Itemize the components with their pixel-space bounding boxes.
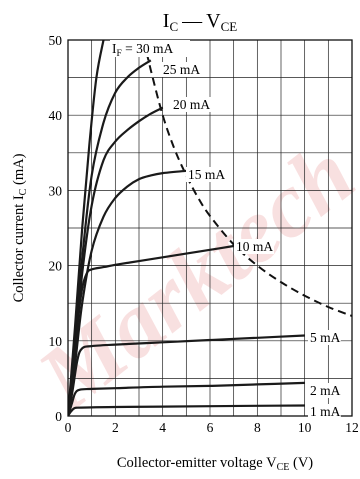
y-tick-label: 0 xyxy=(55,409,62,424)
series-label-bg xyxy=(161,62,201,77)
series-label-rest: = 30 mA xyxy=(122,41,174,56)
series-label-bg xyxy=(186,167,226,182)
plot-border xyxy=(67,39,353,417)
x-tick-label: 10 xyxy=(298,420,312,435)
series-label-bg xyxy=(171,97,211,112)
series-label-5: 5 mA xyxy=(308,330,341,345)
y-tick-label: 30 xyxy=(49,183,63,198)
series-label-main: 2 mA xyxy=(310,383,341,398)
series-label-1: 25 mA xyxy=(161,62,201,77)
x-axis-label: Collector-emitter voltage VCE (V) xyxy=(117,455,313,473)
series-curve-7 xyxy=(68,404,305,416)
x-tick-label: 12 xyxy=(345,420,359,435)
series-label-main: 15 mA xyxy=(188,167,225,182)
series-curve-6 xyxy=(68,381,305,416)
series-label-bg xyxy=(110,40,190,57)
series-curve-3 xyxy=(68,169,187,416)
series-label-text: 25 mA xyxy=(163,62,200,77)
y-tick-label: 10 xyxy=(49,334,63,349)
title-sub-ce: CE xyxy=(221,19,238,34)
chart-title: IC — VCE xyxy=(163,10,237,34)
series-label-main: 25 mA xyxy=(163,62,200,77)
y-axis-label-text: Collector current I xyxy=(11,195,27,302)
tick-labels: 0 2 4 6 8 10 12 0 10 20 30 40 50 xyxy=(49,33,359,435)
x-tick-label: 8 xyxy=(254,420,261,435)
x-axis-label-unit: (V) xyxy=(289,455,313,471)
x-axis-label-sub: CE xyxy=(277,462,290,473)
series-curve-0 xyxy=(68,40,105,416)
series-label-bg xyxy=(308,330,341,345)
series-label-2: 20 mA xyxy=(171,97,211,112)
series-label-bg xyxy=(308,404,341,419)
series-label-text: 1 mA xyxy=(310,404,341,419)
x-tick-label: 4 xyxy=(159,420,166,435)
series-label-3: 15 mA xyxy=(186,167,226,182)
series-label-sub: F xyxy=(117,49,122,59)
series-label-main: I xyxy=(112,41,117,56)
series-label-bg xyxy=(234,239,274,254)
y-tick-label: 20 xyxy=(49,259,63,274)
series-label-bg xyxy=(308,383,341,398)
series-label-6: 2 mA xyxy=(308,383,341,398)
series-label-7: 1 mA xyxy=(308,404,341,419)
x-tick-label: 6 xyxy=(207,420,214,435)
y-axis-label-sub: C xyxy=(18,188,29,195)
x-tick-label: 2 xyxy=(112,420,119,435)
dashed-limit-curve xyxy=(142,40,352,317)
series-labels: IF = 30 mA 25 mA 20 mA 15 mA 10 mA 5 mA 2 mA 1 … xyxy=(110,40,341,419)
x-tick-label: 0 xyxy=(65,420,72,435)
series-label-main: 10 mA xyxy=(236,239,273,254)
series-curve-5 xyxy=(68,334,305,416)
plot-frame xyxy=(67,39,353,417)
series-label-text: IF = 30 mA xyxy=(112,41,174,59)
series-label-text: 2 mA xyxy=(310,383,341,398)
x-axis-label-text: Collector-emitter voltage V xyxy=(117,455,277,471)
title-sub-c: C xyxy=(169,19,178,34)
series-label-4: 10 mA xyxy=(234,239,274,254)
title-dash: — xyxy=(181,10,203,32)
series-label-text: 20 mA xyxy=(173,97,210,112)
series-label-text: 15 mA xyxy=(188,167,225,182)
grid xyxy=(68,40,352,416)
y-tick-label: 50 xyxy=(49,33,63,48)
series-label-main: 20 mA xyxy=(173,97,210,112)
y-axis-label-unit: (mA) xyxy=(11,153,27,188)
series-label-main: 5 mA xyxy=(310,330,341,345)
series-label-text: 5 mA xyxy=(310,330,341,345)
title-v: V xyxy=(206,10,221,32)
series-label-0: IF = 30 mA xyxy=(110,40,190,59)
series-label-text: 10 mA xyxy=(236,239,273,254)
series-label-main: 1 mA xyxy=(310,404,341,419)
y-axis-label: Collector current IC (mA) xyxy=(11,153,29,302)
series-curve-4 xyxy=(68,244,234,416)
y-tick-label: 40 xyxy=(49,108,63,123)
title-i: I xyxy=(163,10,170,32)
dashed-curve-layer xyxy=(142,40,352,317)
series-layer xyxy=(68,40,305,416)
